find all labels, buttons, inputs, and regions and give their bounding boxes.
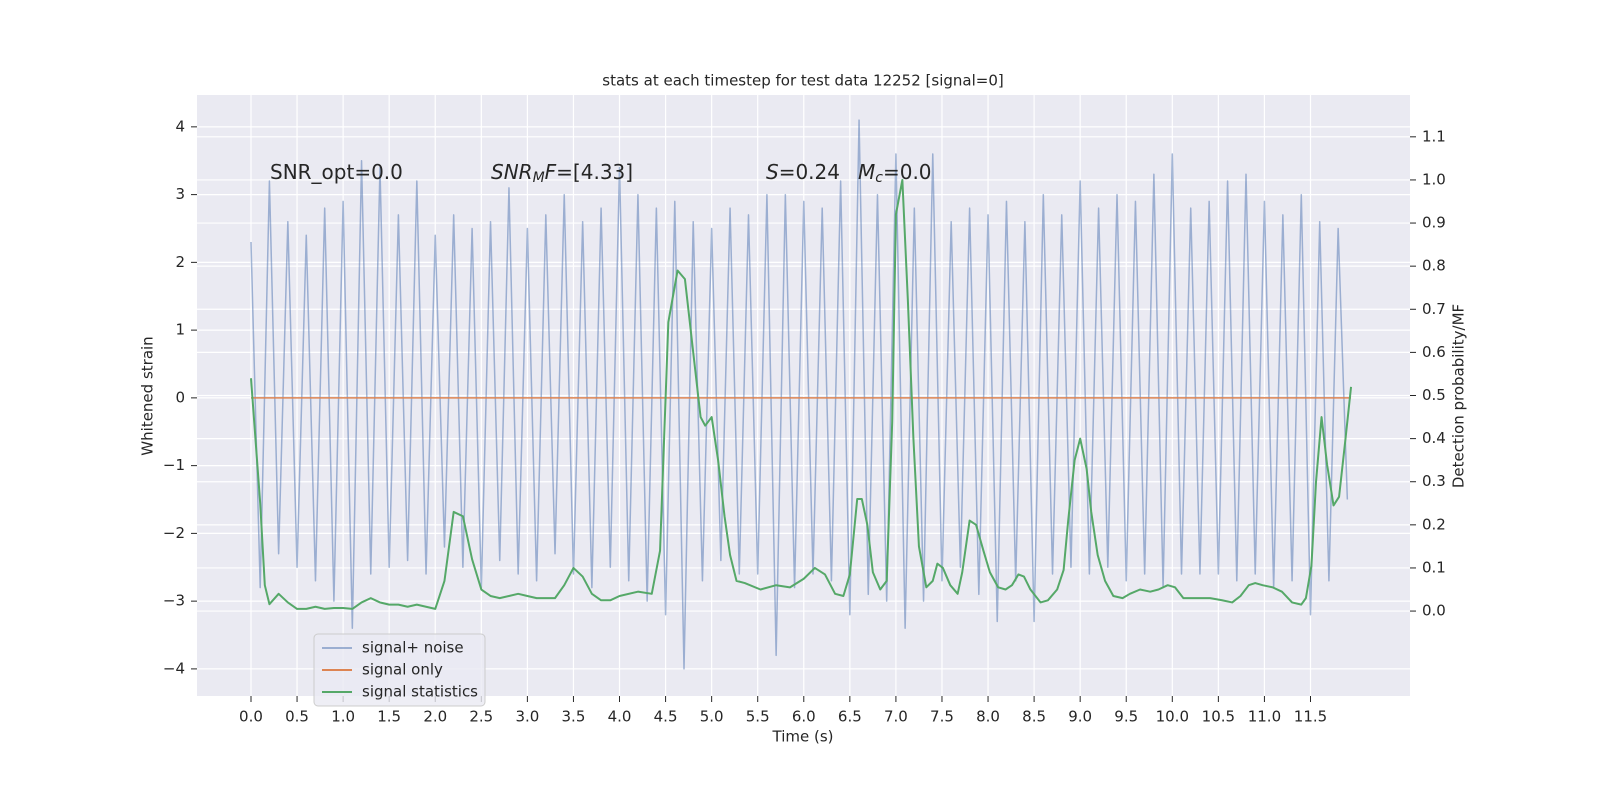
annotation: S=0.24	[766, 160, 840, 184]
annotation-part: SNR_opt=0.0	[270, 160, 403, 184]
y2-axis-label: Detection probability/MF	[1450, 304, 1468, 488]
y-tick-label: 2	[175, 253, 185, 271]
y2-tick-label: 1.1	[1422, 127, 1446, 145]
x-tick-label: 11.5	[1294, 708, 1327, 726]
x-tick-label: 0.0	[239, 708, 263, 726]
x-tick-label: 2.5	[469, 708, 493, 726]
legend: signal+ noise signal only signal statistic…	[313, 633, 486, 707]
x-tick-label: 5.0	[700, 708, 724, 726]
legend-box	[313, 633, 486, 707]
annotation: Mc=0.0	[858, 160, 932, 187]
y2-tick-label: 0.9	[1422, 214, 1446, 232]
series-line	[250, 119, 1349, 670]
x-tick-label: 3.5	[562, 708, 586, 726]
x-tick-label: 8.0	[976, 708, 1000, 726]
legend-label: signal only	[362, 661, 443, 679]
annotation-part: F	[545, 160, 557, 184]
annotation-part: =[4.33]	[556, 160, 633, 184]
y-tick-label: 4	[175, 117, 185, 135]
y2-tick-label: 0.7	[1422, 300, 1446, 318]
annotation-part: =0.0	[883, 160, 932, 184]
series-line	[249, 178, 1353, 610]
x-tick-label: 9.5	[1114, 708, 1138, 726]
x-tick-label: 2.0	[423, 708, 447, 726]
y2-tick-label: 0.1	[1422, 558, 1446, 576]
y-tick-label: −4	[163, 659, 185, 677]
x-tick-label: 11.0	[1248, 708, 1281, 726]
annotation-part: SNR	[491, 160, 533, 184]
y2-tick-label: 0.2	[1422, 515, 1446, 533]
legend-label: signal statistics	[362, 683, 478, 701]
y-tick-label: −2	[163, 524, 185, 542]
y-axis-label: Whitened strain	[139, 336, 157, 455]
y-tick-label: −1	[163, 456, 185, 474]
x-tick-label: 6.0	[792, 708, 816, 726]
annotation-part: S	[766, 160, 779, 184]
annotation: SNR_opt=0.0	[270, 160, 403, 184]
x-tick-label: 1.0	[331, 708, 355, 726]
y2-tick-label: 0.0	[1422, 602, 1446, 620]
x-tick-label: 4.0	[608, 708, 632, 726]
annotation: SNRMF=[4.33]	[491, 160, 633, 187]
x-tick-label: 9.0	[1068, 708, 1092, 726]
x-tick-label: 10.0	[1156, 708, 1189, 726]
x-tick-label: 5.5	[746, 708, 770, 726]
annotation-part: c	[875, 170, 883, 186]
y-tick-label: 3	[175, 185, 185, 203]
y-tick-label: 0	[175, 388, 185, 406]
annotation-part: M	[533, 170, 545, 186]
x-tick-label: 8.5	[1022, 708, 1046, 726]
y2-tick-label: 0.8	[1422, 257, 1446, 275]
x-tick-label: 7.5	[930, 708, 954, 726]
x-tick-label: 0.5	[285, 708, 309, 726]
y-tick-label: −3	[163, 592, 185, 610]
y2-tick-label: 0.6	[1422, 343, 1446, 361]
x-tick-label: 10.5	[1202, 708, 1235, 726]
y2-tick-label: 0.4	[1422, 429, 1446, 447]
y2-tick-label: 0.3	[1422, 472, 1446, 490]
y2-tick-label: 1.0	[1422, 170, 1446, 188]
x-tick-label: 7.0	[884, 708, 908, 726]
y2-tick-label: 0.5	[1422, 386, 1446, 404]
annotation-part: M	[858, 160, 875, 184]
x-axis-label: Time (s)	[772, 728, 834, 746]
chart-title: stats at each timestep for test data 122…	[602, 72, 1003, 90]
y-tick-label: 1	[175, 321, 185, 339]
x-tick-label: 6.5	[838, 708, 862, 726]
x-tick-label: 1.5	[377, 708, 401, 726]
legend-label: signal+ noise	[362, 639, 464, 657]
annotation-part: =0.24	[779, 160, 840, 184]
x-tick-label: 3.0	[515, 708, 539, 726]
x-tick-label: 4.5	[654, 708, 678, 726]
